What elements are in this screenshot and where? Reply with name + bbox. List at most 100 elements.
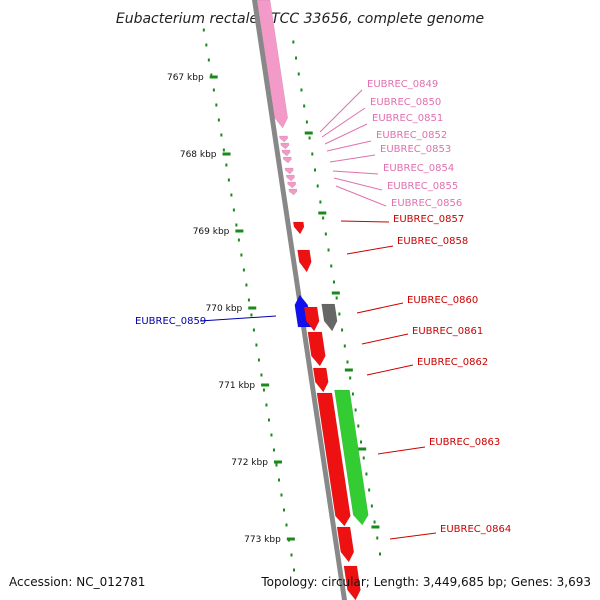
- gene-features: [256, 0, 369, 600]
- gene-label-leader: [356, 302, 404, 314]
- minor-tick: [341, 328, 344, 332]
- minor-tick: [295, 56, 298, 60]
- minor-tick: [314, 168, 316, 172]
- gene-feature: [303, 306, 320, 332]
- minor-tick: [247, 298, 250, 302]
- minor-tick: [324, 232, 327, 236]
- minor-tick: [362, 456, 365, 460]
- major-tick: [318, 211, 327, 215]
- minor-tick: [330, 264, 333, 268]
- minor-tick: [311, 152, 314, 156]
- gene-label: EUBREC_0860: [407, 295, 478, 306]
- gene-label-leader: [321, 107, 366, 138]
- minor-tick: [217, 118, 220, 122]
- gene-label-leader: [329, 154, 376, 163]
- major-tick: [358, 447, 367, 451]
- gene-feature: [343, 565, 361, 600]
- minor-tick: [225, 163, 228, 167]
- minor-tick: [260, 373, 263, 377]
- gene-feature: [312, 367, 329, 393]
- minor-tick: [235, 223, 238, 227]
- gene-label-leader: [333, 177, 383, 191]
- gene-feature: [307, 331, 326, 367]
- minor-tick: [332, 280, 335, 284]
- gene-label-leader: [199, 315, 277, 322]
- genome-summary-text: Topology: circular; Length: 3,449,685 bp…: [260, 575, 591, 589]
- gene-feature: [284, 167, 294, 175]
- gene-label-leader: [361, 333, 409, 345]
- minor-tick: [252, 328, 255, 332]
- minor-tick: [227, 178, 230, 182]
- minor-tick: [327, 248, 330, 252]
- minor-tick: [277, 478, 280, 482]
- accession-text: Accession: NC_012781: [9, 575, 145, 589]
- major-tick: [273, 460, 282, 464]
- minor-tick: [222, 148, 225, 152]
- minor-tick: [368, 488, 371, 492]
- minor-tick: [322, 216, 325, 220]
- minor-tick: [245, 283, 248, 287]
- gene-label: EUBREC_0853: [380, 144, 451, 155]
- major-tick: [261, 383, 270, 387]
- minor-tick: [346, 360, 349, 364]
- minor-tick: [205, 43, 208, 47]
- minor-tick: [293, 568, 295, 572]
- gene-label: EUBREC_0859: [135, 316, 206, 327]
- minor-tick: [257, 358, 260, 362]
- gene-feature: [288, 188, 298, 196]
- kbp-tick-label: 769 kbp: [193, 227, 230, 237]
- minor-tick: [212, 88, 215, 92]
- minor-tick: [338, 312, 341, 316]
- tick-marks: 767 kbp 768 kbp 769 kbp 770 kbp 771 kbp 772 k…: [167, 28, 381, 572]
- minor-tick: [370, 504, 373, 508]
- kbp-tick-label: 773 kbp: [244, 535, 281, 545]
- gene-feature: [334, 389, 369, 526]
- minor-tick: [255, 343, 258, 347]
- minor-tick: [282, 508, 285, 512]
- minor-tick: [210, 73, 213, 77]
- minor-tick: [262, 388, 265, 392]
- gene-label: EUBREC_0861: [412, 326, 483, 337]
- gene-feature: [280, 142, 290, 150]
- minor-tick: [290, 553, 293, 557]
- map-title: Eubacterium rectale ATCC 33656, complete…: [116, 11, 484, 27]
- minor-tick: [207, 58, 210, 62]
- kbp-tick-label: 767 kbp: [167, 73, 204, 83]
- gene-feature: [285, 174, 295, 182]
- minor-tick: [354, 408, 357, 412]
- minor-tick: [303, 104, 306, 108]
- minor-tick: [270, 433, 273, 437]
- minor-tick: [232, 208, 235, 212]
- minor-tick: [357, 424, 360, 428]
- minor-tick: [292, 40, 295, 44]
- minor-tick: [202, 28, 205, 32]
- gene-feature: [336, 526, 355, 563]
- gene-label-leader: [389, 532, 437, 540]
- minor-tick: [351, 392, 354, 396]
- minor-tick: [308, 136, 311, 140]
- minor-tick: [237, 238, 240, 242]
- minor-tick: [300, 88, 303, 92]
- gene-label-leader: [326, 140, 372, 152]
- major-tick: [248, 306, 257, 310]
- minor-tick: [343, 344, 346, 348]
- gene-feature: [316, 392, 351, 527]
- minor-tick: [230, 193, 233, 197]
- gene-label: EUBREC_0862: [417, 357, 488, 368]
- major-tick: [235, 229, 244, 233]
- minor-tick: [316, 184, 319, 188]
- minor-tick: [240, 253, 243, 257]
- minor-tick: [376, 536, 379, 540]
- gene-feature: [287, 181, 297, 189]
- minor-tick: [335, 296, 338, 300]
- gene-label: EUBREC_0855: [387, 181, 458, 192]
- gene-label: EUBREC_0851: [372, 113, 443, 124]
- minor-tick: [275, 463, 278, 467]
- gene-label-leader: [346, 245, 394, 255]
- major-tick: [304, 131, 313, 135]
- minor-tick: [319, 200, 322, 204]
- gene-feature: [321, 303, 338, 332]
- minor-tick: [250, 313, 253, 317]
- gene-label-leader: [335, 185, 387, 207]
